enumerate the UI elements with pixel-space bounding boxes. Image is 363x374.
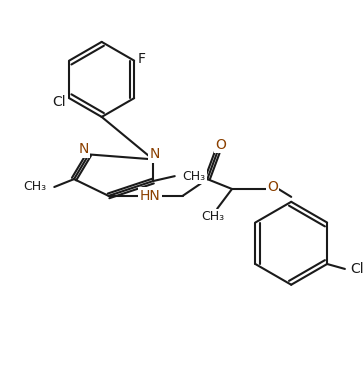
Text: Cl: Cl [350,262,363,276]
Text: HN: HN [140,189,160,203]
Text: Cl: Cl [53,95,66,109]
Text: O: O [216,138,227,151]
Text: O: O [267,180,278,194]
Text: CH₃: CH₃ [183,170,206,183]
Text: N: N [150,147,160,162]
Text: CH₃: CH₃ [23,181,46,193]
Text: F: F [138,52,146,66]
Text: CH₃: CH₃ [202,210,225,223]
Text: N: N [79,142,89,156]
